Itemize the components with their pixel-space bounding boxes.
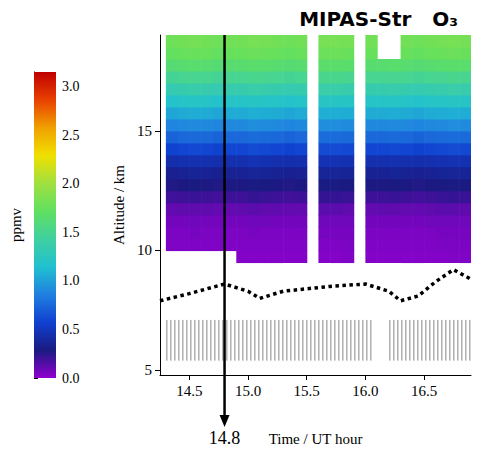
svg-text:1.5: 1.5 (62, 225, 80, 240)
svg-text:16.0: 16.0 (352, 383, 378, 399)
svg-text:1.0: 1.0 (62, 273, 80, 288)
svg-text:16.5: 16.5 (411, 383, 437, 399)
svg-text:10: 10 (137, 242, 152, 258)
svg-text:ppmv: ppmv (8, 207, 24, 242)
svg-text:MIPAS-Str O₃: MIPAS-Str O₃ (299, 7, 458, 31)
svg-text:2.0: 2.0 (62, 176, 80, 191)
svg-text:15.0: 15.0 (235, 383, 261, 399)
svg-text:Time / UT hour: Time / UT hour (269, 431, 363, 447)
svg-text:0.5: 0.5 (62, 322, 80, 337)
svg-text:15.5: 15.5 (294, 383, 320, 399)
svg-text:5: 5 (145, 362, 153, 378)
svg-text:15: 15 (137, 123, 152, 139)
svg-text:3.0: 3.0 (62, 79, 80, 94)
svg-text:14.8: 14.8 (209, 428, 241, 448)
svg-text:0.0: 0.0 (62, 371, 80, 386)
svg-text:2.5: 2.5 (62, 128, 80, 143)
svg-text:Altitude / km: Altitude / km (111, 165, 127, 245)
svg-text:14.5: 14.5 (176, 383, 202, 399)
